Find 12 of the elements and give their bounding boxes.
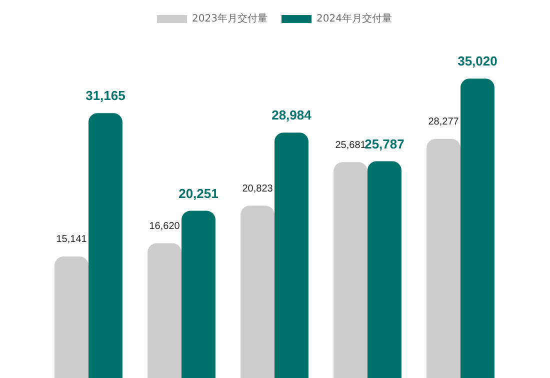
data-label: 25,787 [364,136,404,152]
legend-label: 2024年月交付量 [316,12,392,25]
data-label: 28,984 [272,108,312,123]
data-label: 20,823 [242,183,274,194]
data-label: 15,141 [56,234,88,246]
data-label: 35,020 [458,54,498,69]
data-label: 20,251 [178,186,218,201]
data-label: 25,681 [335,140,366,151]
data-label: 28,277 [428,116,460,128]
data-label: 31,165 [86,88,126,104]
legend-label: 2023年月交付量 [192,12,268,25]
data-label: 16,620 [149,221,180,232]
